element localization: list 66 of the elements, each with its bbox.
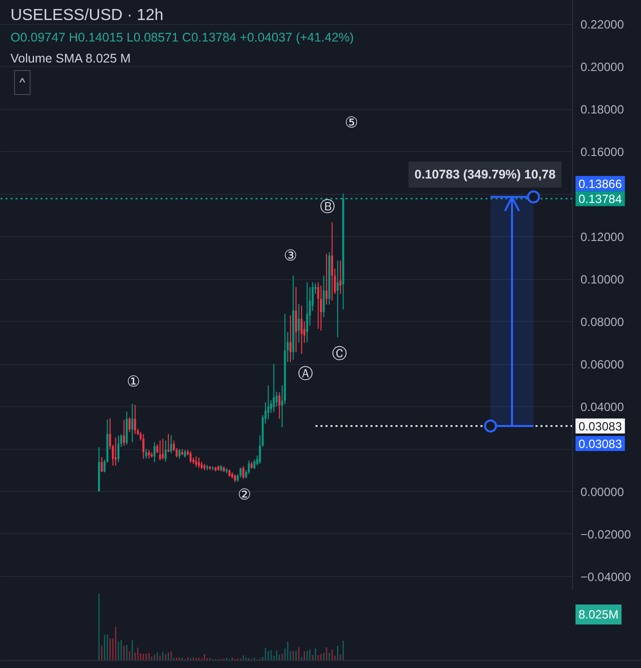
annotation: 0.13866 xyxy=(578,177,622,191)
y-tick-label: −0.02000 xyxy=(580,527,632,542)
candlestick xyxy=(195,456,198,468)
candlestick xyxy=(295,286,298,353)
candlestick xyxy=(142,434,144,460)
annotation: O0.09747 H0.14015 L0.08571 C0.13784 +0.04037 (+41.42%) xyxy=(10,30,354,44)
ref-line-label: 0.13784 xyxy=(578,192,622,206)
annotation: ⑤ xyxy=(344,114,358,132)
annotation: Volume SMA 8.025 M xyxy=(10,52,131,66)
candlestick xyxy=(162,438,164,460)
candlestick xyxy=(320,285,322,331)
annotation: 0.03083 xyxy=(578,437,622,451)
candlestick xyxy=(339,260,342,294)
candlestick xyxy=(278,392,280,420)
annotation: ③ xyxy=(284,246,298,264)
candlestick xyxy=(117,435,120,463)
candlestick xyxy=(134,404,136,435)
y-tick-label: 0.20000 xyxy=(580,60,624,74)
candlestick xyxy=(190,450,192,464)
candlestick xyxy=(253,459,256,470)
candlestick xyxy=(317,282,320,330)
annotation: Ⓑ xyxy=(320,198,335,216)
annotation: ① xyxy=(126,372,140,390)
band-label: 0.10783 (349.79%) 10,78 xyxy=(414,168,556,182)
candlestick xyxy=(159,440,162,461)
candlestick xyxy=(336,260,339,338)
y-tick-label: 0.16000 xyxy=(580,145,624,160)
candlestick xyxy=(298,303,300,344)
ref-line-label: 0.03083 xyxy=(578,419,622,434)
candlestick xyxy=(164,440,167,462)
candlestick xyxy=(326,253,328,306)
candlestick xyxy=(242,466,244,480)
y-tick-label: 0.22000 xyxy=(580,18,624,32)
y-tick-label: 0.06000 xyxy=(580,358,624,372)
candlestick xyxy=(145,448,148,460)
y-tick-label: 0.08000 xyxy=(580,315,624,330)
candlestick xyxy=(128,416,131,433)
annotation: Ⓒ xyxy=(332,344,347,362)
candlestick xyxy=(170,434,172,454)
candlestick xyxy=(154,442,156,463)
y-tick-label: −0.04000 xyxy=(580,570,632,584)
y-tick-label: 0.18000 xyxy=(580,102,624,117)
candlestick xyxy=(198,457,200,469)
candlestick xyxy=(131,403,134,443)
candlestick xyxy=(272,363,275,413)
annotation: ② xyxy=(238,486,252,504)
chart-title: USELESS/USD · 12h xyxy=(10,7,164,24)
y-tick-label: 0.12000 xyxy=(580,230,624,244)
candlestick xyxy=(267,384,270,420)
candlestick xyxy=(114,437,117,466)
y-tick-label: 0.04000 xyxy=(580,400,624,414)
y-tick-label: 0.00000 xyxy=(580,484,624,499)
annotation: 8.025M xyxy=(578,608,619,622)
candlestick xyxy=(122,419,125,446)
candlestick xyxy=(300,305,303,354)
y-tick-label: 0.10000 xyxy=(580,272,624,287)
candlestick xyxy=(248,460,250,474)
candlestick xyxy=(331,222,334,301)
candlestick xyxy=(240,467,242,478)
candlestick xyxy=(306,282,308,343)
candlestick xyxy=(178,448,180,460)
candlestick xyxy=(289,315,292,363)
candlestick xyxy=(100,456,103,473)
annotation: ^ xyxy=(20,76,26,90)
annotation: Ⓐ xyxy=(298,364,313,382)
candlestick xyxy=(322,275,325,318)
